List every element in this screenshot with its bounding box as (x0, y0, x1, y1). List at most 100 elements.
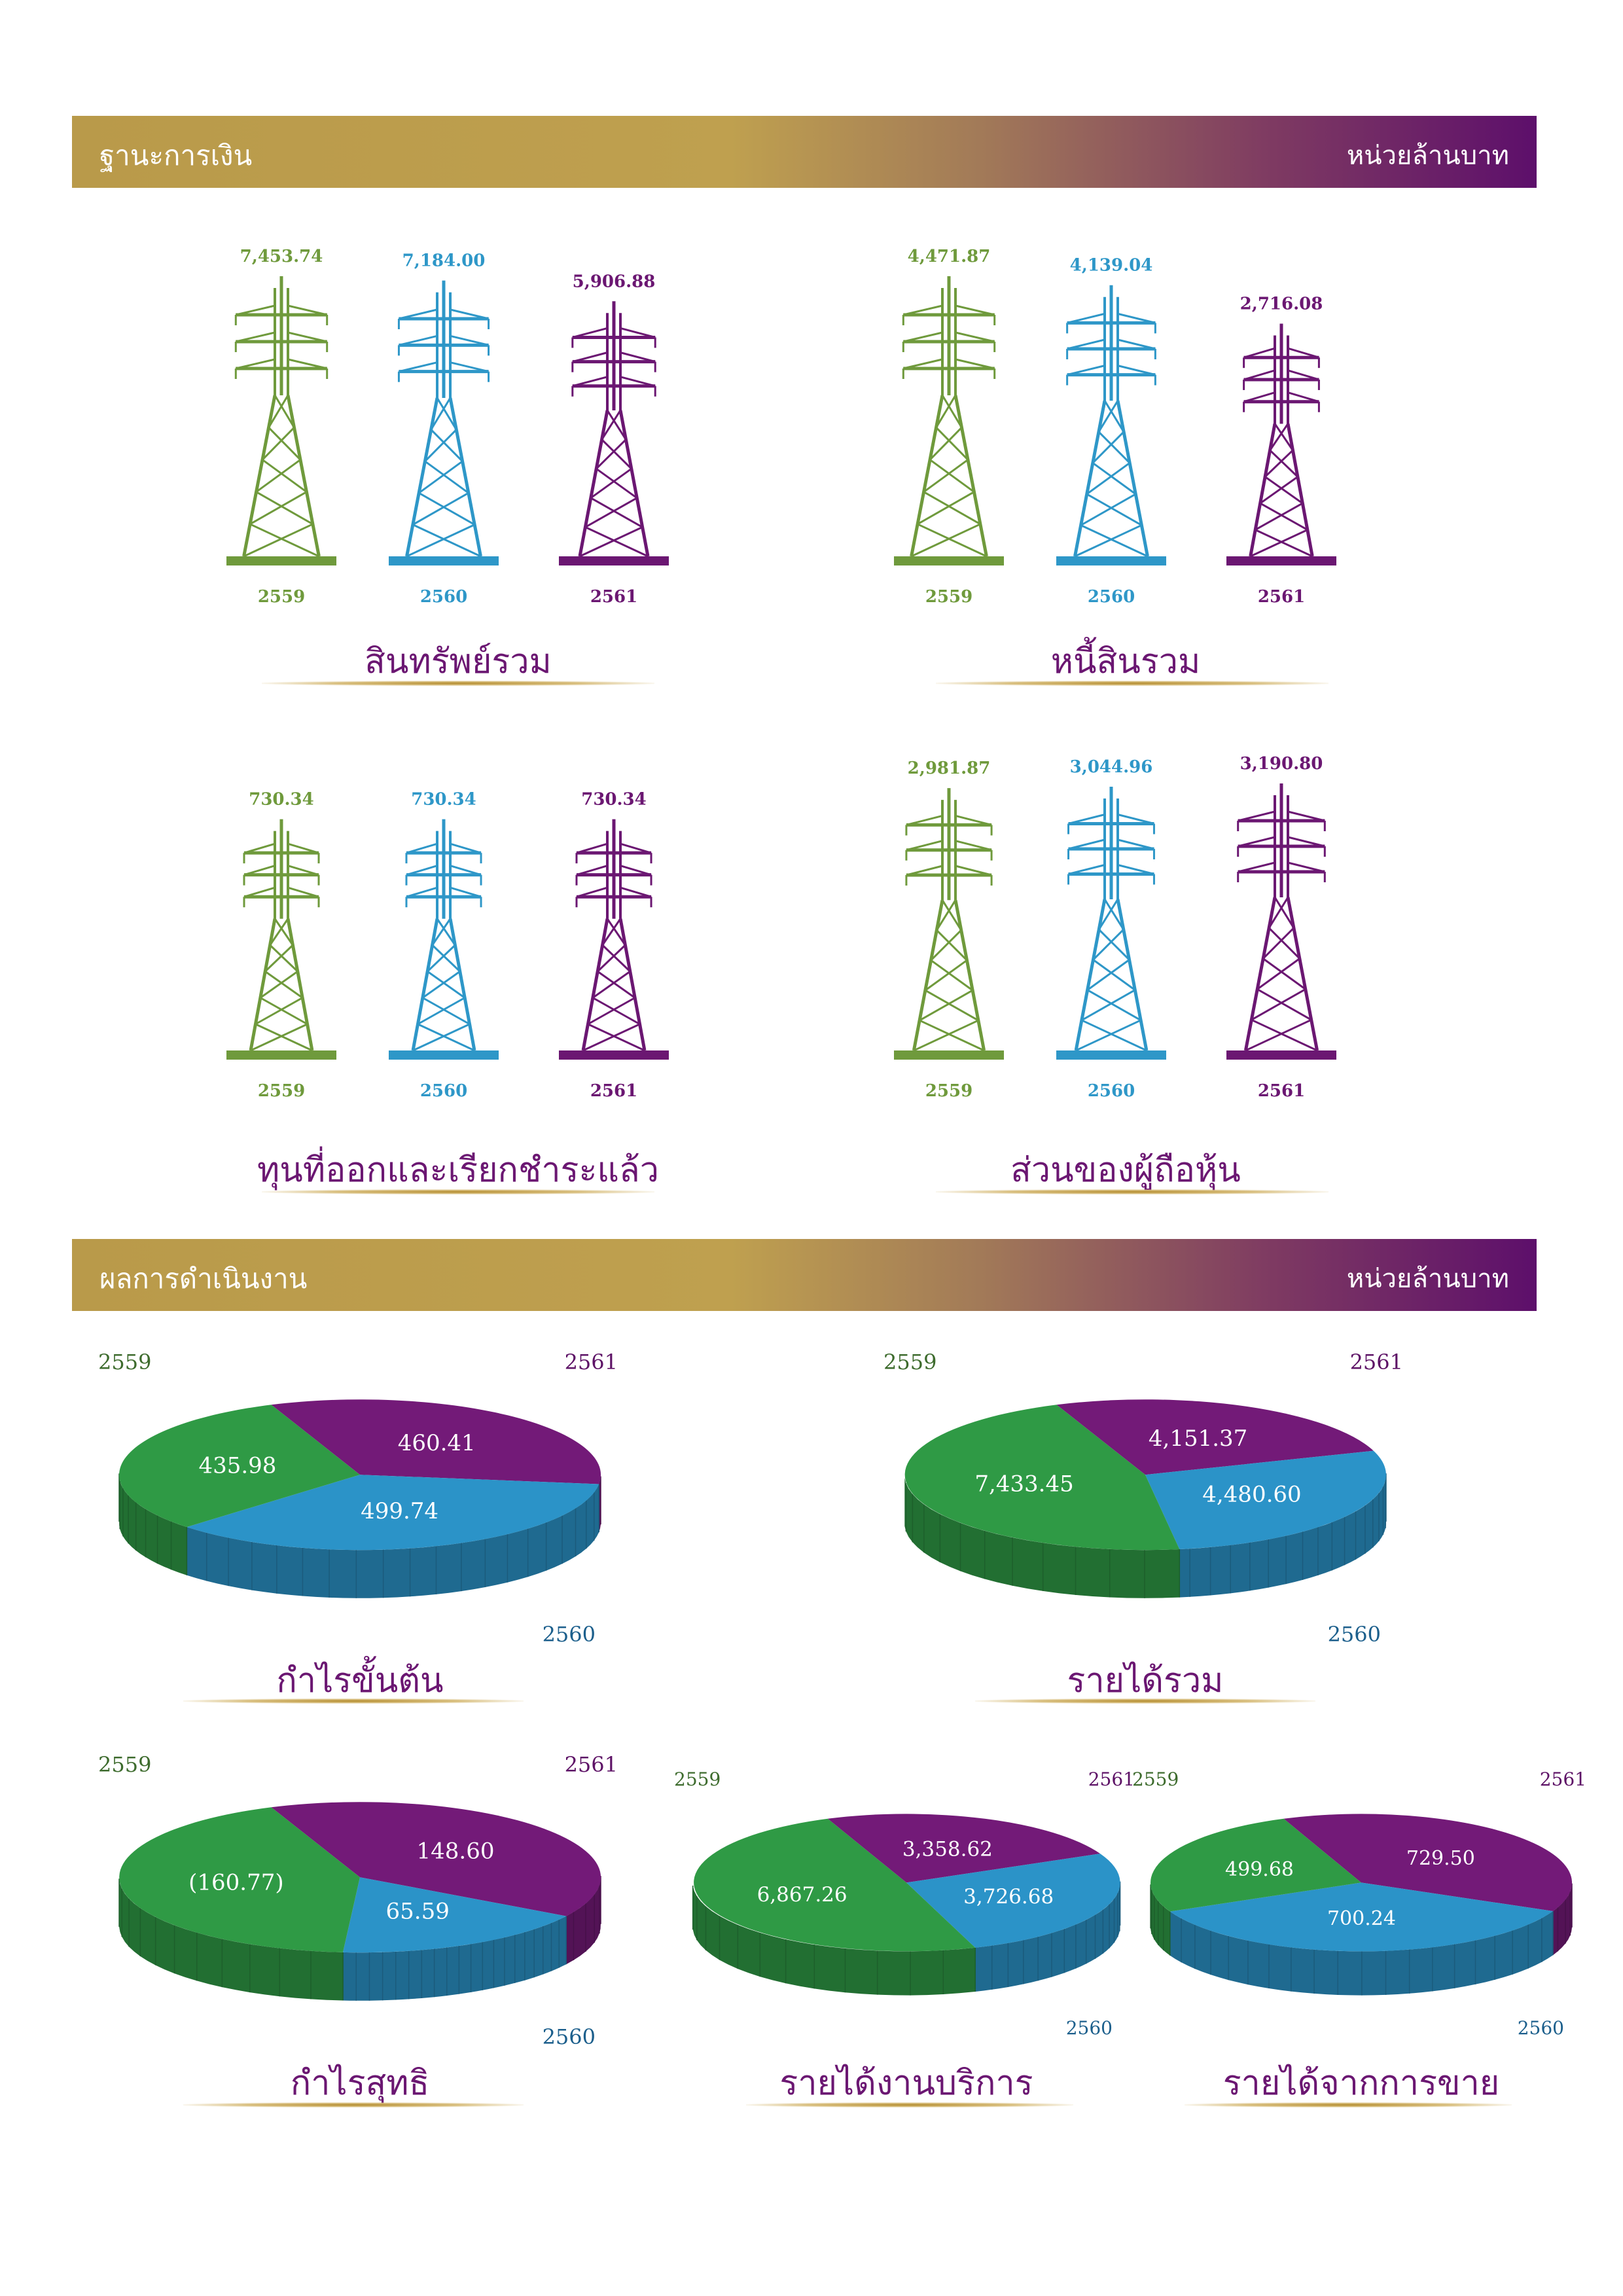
value-label: 730.34 (411, 790, 476, 810)
year-label: 2561 (590, 587, 637, 607)
year-label: 2560 (420, 587, 467, 607)
year-label: 2559 (883, 1350, 936, 1374)
pie-slice-2560 (1145, 1450, 1386, 1549)
year-label: 2560 (543, 2024, 596, 2049)
year-label: 2560 (1328, 1622, 1381, 1647)
unit-label: หน่วยล้านบาท (1346, 1264, 1509, 1294)
pie-value-label: 4,480.60 (1202, 1482, 1301, 1508)
title-underline (1185, 2102, 1512, 2108)
title-underline (975, 1698, 1315, 1704)
year-label: 2561 (590, 1081, 637, 1101)
tower-chart-paid-up-capital: 730.34 2559 730.34 2560 730.34 2561 (216, 723, 700, 1116)
pie-side-2560 (1179, 1473, 1386, 1598)
pie-chart-sales-revenue: 729.50 700.24 499.68 2559 2561 2560 (1132, 1767, 1590, 2042)
tower-bar-2560 (389, 280, 499, 565)
pie-slice-2561 (271, 1399, 601, 1484)
section-banner-operations: ผลการดำเนินงาน หน่วยล้านบาท (72, 1239, 1537, 1311)
value-label: 730.34 (581, 790, 647, 810)
value-label: 7,453.74 (240, 247, 323, 266)
chart-title-total-assets: สินทรัพย์รวม (365, 642, 552, 681)
title-underline (746, 2102, 1073, 2108)
year-label: 2561 (565, 1752, 618, 1777)
title-underline (183, 1698, 524, 1704)
chart-title-total-liabilities: หนี้สินรวม (1050, 642, 1201, 681)
value-label: 4,471.87 (908, 247, 991, 266)
year-label: 2560 (1088, 1081, 1135, 1101)
tower-bar-2559 (894, 788, 1004, 1060)
chart-title-sales-revenue: รายได้จากการขาย (1222, 2064, 1500, 2103)
year-label: 2559 (674, 1768, 721, 1790)
tower-bar-2561 (1226, 783, 1336, 1060)
pie-value-label: 499.74 (361, 1498, 438, 1524)
year-label: 2559 (925, 1081, 972, 1101)
pie-value-label: 460.41 (398, 1430, 476, 1456)
pie-slice-2559 (1150, 1818, 1361, 1912)
value-label: 2,981.87 (908, 759, 991, 778)
chart-title-service-revenue: รายได้งานบริการ (779, 2064, 1033, 2103)
year-label: 2559 (1132, 1768, 1179, 1790)
tower-bar-2561 (559, 301, 669, 565)
pie-value-label: 6,867.26 (757, 1883, 847, 1907)
section-title: ฐานะการเงิน (99, 139, 253, 171)
pie-value-label: 148.60 (417, 1839, 495, 1865)
pie-slice-2559 (119, 1405, 360, 1528)
pie-slice-2561 (1056, 1399, 1374, 1475)
year-label: 2560 (1088, 587, 1135, 607)
year-label: 2561 (565, 1350, 618, 1374)
year-label: 2559 (98, 1350, 151, 1374)
tower-bar-2560 (1056, 285, 1166, 565)
pie-chart-net-profit: 148.60 65.59 (160.77) 2559 2561 2560 (98, 1751, 622, 2052)
value-label: 2,716.08 (1240, 294, 1323, 314)
title-underline (183, 2102, 524, 2108)
year-label: 2559 (258, 1081, 305, 1101)
pie-slice-2561 (1283, 1814, 1573, 1911)
pie-side-2560 (187, 1484, 599, 1598)
tower-bar-2559 (226, 276, 336, 565)
pie-slice-2559 (904, 1405, 1180, 1551)
year-label: 2560 (543, 1622, 596, 1647)
pie-slice-2560 (1169, 1882, 1553, 1952)
value-label: 3,044.96 (1070, 757, 1153, 777)
pie-side-2560 (975, 1881, 1120, 1992)
year-label: 2560 (1518, 2017, 1564, 2039)
value-label: 730.34 (249, 790, 314, 810)
tower-bar-2559 (894, 276, 1004, 565)
year-label: 2561 (1540, 1768, 1586, 1790)
pie-slice-2560 (906, 1854, 1120, 1948)
year-label: 2561 (1258, 1081, 1305, 1101)
year-label: 2559 (925, 587, 972, 607)
pie-slice-2560 (187, 1475, 599, 1551)
pie-value-label: 729.50 (1406, 1847, 1475, 1870)
tower-bar-2560 (389, 819, 499, 1060)
pie-value-label: (160.77) (188, 1869, 284, 1895)
title-underline (262, 1189, 654, 1194)
year-label: 2561 (1088, 1768, 1135, 1790)
pie-side-2559 (119, 1878, 343, 2001)
value-label: 4,139.04 (1070, 256, 1153, 276)
pie-slice-2561 (271, 1802, 601, 1916)
pie-side-2559 (1150, 1881, 1170, 1956)
pie-value-label: 499.68 (1225, 1858, 1294, 1881)
pie-side-2560 (343, 1916, 567, 2001)
tower-bar-2559 (226, 819, 336, 1060)
section-banner-financial: ฐานะการเงิน หน่วยล้านบาท (72, 116, 1537, 188)
pie-chart-gross-profit: 460.41 499.74 435.98 2559 2561 2560 (98, 1348, 622, 1649)
title-underline (936, 681, 1329, 686)
pie-slice-2560 (343, 1877, 567, 1953)
chart-title-shareholders-equity: ส่วนของผู้ถือหุ้น (1010, 1151, 1241, 1190)
tower-chart-shareholders-equity: 2,981.87 2559 3,044.96 2560 3,190.80 2561 (883, 723, 1368, 1116)
section-title: ผลการดำเนินงาน (99, 1263, 308, 1295)
title-underline (936, 1189, 1329, 1194)
pie-slice-2561 (827, 1814, 1101, 1883)
year-label: 2559 (258, 587, 305, 607)
title-underline (262, 681, 654, 686)
pie-value-label: 435.98 (198, 1453, 276, 1479)
pie-side-2559 (904, 1478, 1180, 1598)
pie-chart-total-revenue: 4,151.37 4,480.60 7,433.45 2559 2561 2560 (883, 1348, 1407, 1649)
year-label: 2561 (1258, 587, 1305, 607)
tower-chart-total-liabilities: 4,471.87 2559 4,139.04 2560 2,716.08 2561 (883, 216, 1368, 622)
pie-side-2559 (692, 1885, 976, 1996)
value-label: 3,190.80 (1240, 754, 1323, 774)
value-label: 7,184.00 (402, 251, 486, 271)
tower-bar-2561 (1226, 323, 1336, 565)
